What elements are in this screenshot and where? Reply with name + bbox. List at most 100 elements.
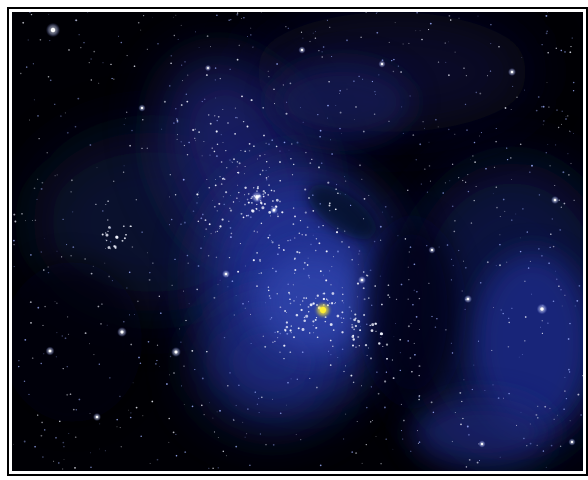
star xyxy=(343,370,345,373)
star xyxy=(418,374,420,377)
star xyxy=(186,154,189,156)
star xyxy=(200,217,203,220)
star xyxy=(214,184,217,187)
star xyxy=(578,285,581,287)
star xyxy=(465,466,468,468)
star xyxy=(151,400,154,403)
cluster-star xyxy=(105,239,108,242)
cluster-star xyxy=(105,232,107,234)
star xyxy=(240,212,243,215)
star xyxy=(208,223,211,226)
star xyxy=(316,336,319,339)
cluster-star xyxy=(309,303,313,307)
star xyxy=(40,362,42,365)
star xyxy=(426,191,428,193)
cluster-star xyxy=(107,246,111,249)
star xyxy=(176,134,178,136)
star xyxy=(216,119,218,122)
star xyxy=(444,182,446,184)
star xyxy=(265,169,267,171)
star xyxy=(44,237,45,239)
bright-star xyxy=(570,440,574,444)
star xyxy=(180,385,183,387)
cluster-star xyxy=(336,314,340,318)
star xyxy=(242,421,244,423)
star xyxy=(366,354,368,356)
star xyxy=(180,141,182,143)
star xyxy=(275,270,277,273)
star xyxy=(39,39,42,41)
bright-star xyxy=(466,297,470,301)
star xyxy=(216,411,218,413)
star xyxy=(248,149,251,152)
star xyxy=(317,113,319,116)
star xyxy=(292,284,294,286)
star xyxy=(229,227,232,229)
star xyxy=(306,264,309,266)
star xyxy=(399,338,402,341)
star xyxy=(120,41,123,44)
star xyxy=(354,313,357,316)
star xyxy=(385,371,388,373)
star xyxy=(264,192,267,194)
star xyxy=(366,406,368,409)
star xyxy=(259,173,262,176)
star xyxy=(325,298,328,300)
star xyxy=(242,216,245,219)
star xyxy=(74,125,77,128)
star xyxy=(304,188,307,191)
star xyxy=(393,58,395,61)
star xyxy=(260,222,263,225)
star xyxy=(272,341,274,344)
star xyxy=(418,297,421,300)
star xyxy=(374,285,376,287)
star xyxy=(565,397,568,400)
star xyxy=(59,420,61,423)
star xyxy=(225,455,227,457)
star xyxy=(63,459,65,461)
star xyxy=(62,218,64,221)
star xyxy=(245,265,246,267)
star xyxy=(249,464,251,466)
star xyxy=(129,144,131,147)
star xyxy=(295,434,297,435)
star xyxy=(473,364,475,366)
star xyxy=(476,461,479,464)
star xyxy=(428,141,430,143)
star xyxy=(278,246,280,249)
star xyxy=(61,335,63,337)
star xyxy=(18,365,20,368)
star xyxy=(524,340,526,342)
star xyxy=(436,318,438,320)
star xyxy=(174,194,177,196)
star xyxy=(504,107,507,109)
star xyxy=(511,179,512,180)
star xyxy=(315,238,318,240)
star xyxy=(274,331,276,333)
star xyxy=(541,106,543,108)
star xyxy=(247,408,249,410)
star xyxy=(419,143,422,146)
star xyxy=(285,112,288,115)
star xyxy=(368,297,370,299)
star xyxy=(546,82,548,83)
star xyxy=(272,267,274,270)
cluster-star xyxy=(331,302,333,304)
star xyxy=(219,77,221,80)
star xyxy=(240,149,242,152)
star xyxy=(302,37,304,39)
star xyxy=(463,67,465,70)
star xyxy=(116,418,118,421)
star xyxy=(366,274,369,277)
star xyxy=(205,228,208,230)
star xyxy=(98,363,100,365)
star xyxy=(227,122,229,124)
star xyxy=(134,314,135,315)
star xyxy=(182,80,183,82)
star xyxy=(335,231,339,234)
star xyxy=(250,313,251,315)
star xyxy=(123,320,125,323)
star xyxy=(412,134,415,136)
star xyxy=(331,55,333,58)
star xyxy=(244,150,247,153)
